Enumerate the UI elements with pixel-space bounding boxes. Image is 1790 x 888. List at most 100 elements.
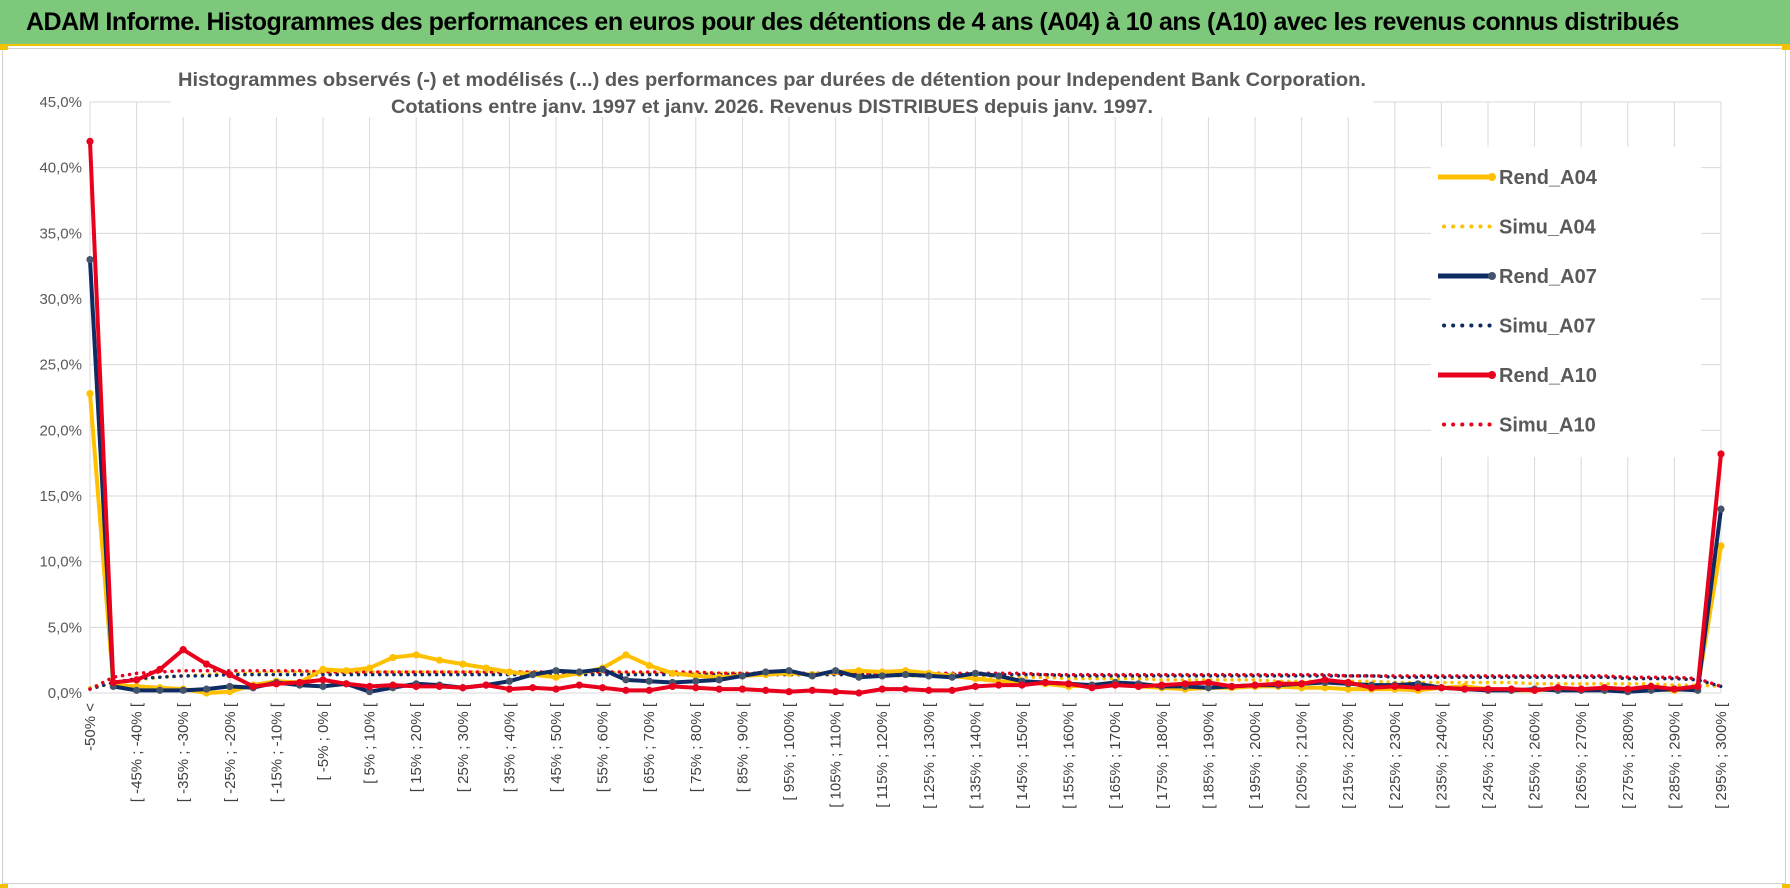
series-rend-a10-point — [808, 686, 816, 694]
series-rend-a07-point — [948, 673, 956, 681]
series-rend-a10-point — [738, 685, 747, 693]
series-rend-a07-point — [645, 677, 653, 685]
corner-accent — [1782, 46, 1790, 50]
series-rend-a04-point — [319, 665, 327, 673]
series-rend-a10-point — [925, 686, 933, 694]
series-rend-a04-point — [412, 651, 420, 659]
series-rend-a10-point — [599, 684, 607, 692]
x-tick-label: [ 175% ; 180% [ — [1154, 702, 1171, 809]
x-tick-label: [ 75% ; 80% [ — [688, 702, 705, 792]
series-rend-a10-point — [995, 681, 1003, 689]
x-tick-label: [ 235% ; 240% [ — [1433, 702, 1450, 809]
series-rend-a07-point — [575, 668, 583, 676]
series-rend-a10-point — [1088, 684, 1096, 692]
series-rend-a10-point — [342, 680, 350, 688]
y-tick-label: 45,0% — [39, 94, 82, 111]
series-rend-a07-point — [925, 672, 933, 680]
x-tick-label: [ 255% ; 260% [ — [1527, 702, 1544, 809]
x-tick-label: [ 85% ; 90% [ — [734, 702, 751, 792]
series-rend-a04-point — [971, 674, 980, 683]
series-rend-a10-point — [645, 686, 653, 694]
x-tick-label: [ 95% ; 100% [ — [781, 702, 798, 800]
legend-label-rend-a04: Rend_A04 — [1499, 167, 1598, 189]
y-tick-label: 0,0% — [48, 685, 82, 702]
series-rend-a10-point — [1507, 685, 1515, 693]
series-rend-a10-point — [878, 685, 886, 693]
y-tick-label: 30,0% — [39, 291, 82, 308]
series-rend-a10-point — [296, 678, 304, 687]
x-tick-label: [ 65% ; 70% [ — [641, 702, 658, 792]
series-rend-a07-point — [202, 685, 211, 693]
x-tick-label: [ 105% ; 110% [ — [828, 702, 845, 808]
series-rend-a07-point — [692, 677, 700, 685]
series-rend-a07-point — [808, 672, 816, 680]
series-rend-a10-point — [1321, 676, 1329, 684]
series-rend-a10-point — [156, 665, 164, 673]
report-title: ADAM Informe. Histogrammes des performan… — [26, 8, 1679, 36]
series-rend-a10-point — [1018, 681, 1026, 689]
series-rend-a10-point — [482, 681, 490, 689]
series-rend-a07-point — [878, 672, 886, 680]
series-rend-a07-point — [505, 677, 513, 685]
series-rend-a04-point — [505, 668, 513, 676]
legend-marker-rend-a10 — [1488, 371, 1496, 379]
series-rend-a10-point — [1414, 684, 1422, 692]
series-rend-a10-point — [575, 681, 583, 689]
series-rend-a04-point — [645, 661, 653, 670]
legend-label-simu-a04: Simu_A04 — [1499, 217, 1597, 239]
x-tick-label: [ 145% ; 150% [ — [1014, 702, 1031, 809]
series-rend-a04-point — [86, 389, 94, 398]
series-rend-a07-point — [832, 667, 840, 675]
series-rend-a10-point — [1111, 681, 1119, 689]
series-rend-a07-point — [785, 667, 793, 675]
series-rend-a07-point — [762, 668, 770, 676]
series-rend-a07-point — [86, 256, 94, 264]
series-rend-a04-point — [1321, 684, 1329, 692]
series-rend-a04-point — [692, 672, 700, 680]
series-rend-a10-point — [412, 682, 420, 691]
x-tick-label: [ 165% ; 170% [ — [1107, 702, 1124, 809]
x-tick-label: [ 195% ; 200% [ — [1247, 702, 1264, 809]
series-rend-a10-point — [435, 682, 444, 691]
series-rend-a10-point — [901, 685, 910, 693]
series-rend-a10-point — [1367, 684, 1376, 692]
x-tick-label: [ 35% ; 40% [ — [501, 702, 518, 792]
series-rend-a10-point — [762, 686, 770, 694]
series-rend-a10-point — [622, 686, 630, 694]
series-rend-a10-point — [1461, 685, 1469, 693]
series-rend-a04-point — [622, 651, 630, 659]
series-rend-a07-point — [529, 671, 537, 679]
series-rend-a04-point — [482, 664, 490, 672]
x-tick-label: [ 245% ; 250% [ — [1480, 702, 1497, 809]
chart-title-line-1: Histogrammes observés (-) et modélisés (… — [178, 70, 1366, 91]
series-rend-a10-point — [1694, 682, 1702, 691]
x-tick-label: [ 115% ; 120% [ — [874, 702, 891, 808]
x-tick-label: [ 15% ; 20% [ — [408, 702, 425, 792]
series-rend-a10-point — [1228, 682, 1236, 691]
y-tick-label: 10,0% — [39, 554, 82, 571]
chart-title-line-2: Cotations entre janv. 1997 et janv. 2026… — [391, 97, 1153, 118]
series-rend-a07-point — [226, 682, 234, 691]
x-tick-label: [ -45% ; -40% [ — [129, 702, 146, 802]
series-rend-a10-point — [319, 676, 327, 684]
series-rend-a10-point — [948, 686, 956, 694]
series-rend-a10-point — [1600, 684, 1609, 692]
legend-label-simu-a07: Simu_A07 — [1499, 316, 1596, 338]
series-rend-a07-point — [179, 686, 187, 694]
series-rend-a10-point — [1717, 450, 1725, 458]
series-rend-a07-point — [622, 676, 630, 684]
x-tick-label: [ 125% ; 130% [ — [921, 702, 938, 809]
x-tick-label: [ -15% ; -10% [ — [268, 702, 285, 802]
series-rend-a04-point — [1344, 685, 1352, 693]
series-rend-a07-point — [738, 672, 747, 680]
x-tick-label: [ -25% ; -20% [ — [222, 702, 239, 802]
x-tick-label: [ -5% ; 0% [ — [315, 702, 332, 780]
series-rend-a10-point — [971, 682, 980, 691]
series-rend-a07-point — [1717, 505, 1725, 513]
series-rend-a07-point — [995, 672, 1003, 680]
series-rend-a07-point — [319, 682, 327, 691]
series-rend-a04-point — [342, 667, 350, 675]
legend-marker-rend-a04 — [1488, 173, 1496, 181]
x-tick-label: [ 185% ; 190% [ — [1200, 702, 1217, 809]
y-tick-label: 25,0% — [39, 357, 82, 374]
